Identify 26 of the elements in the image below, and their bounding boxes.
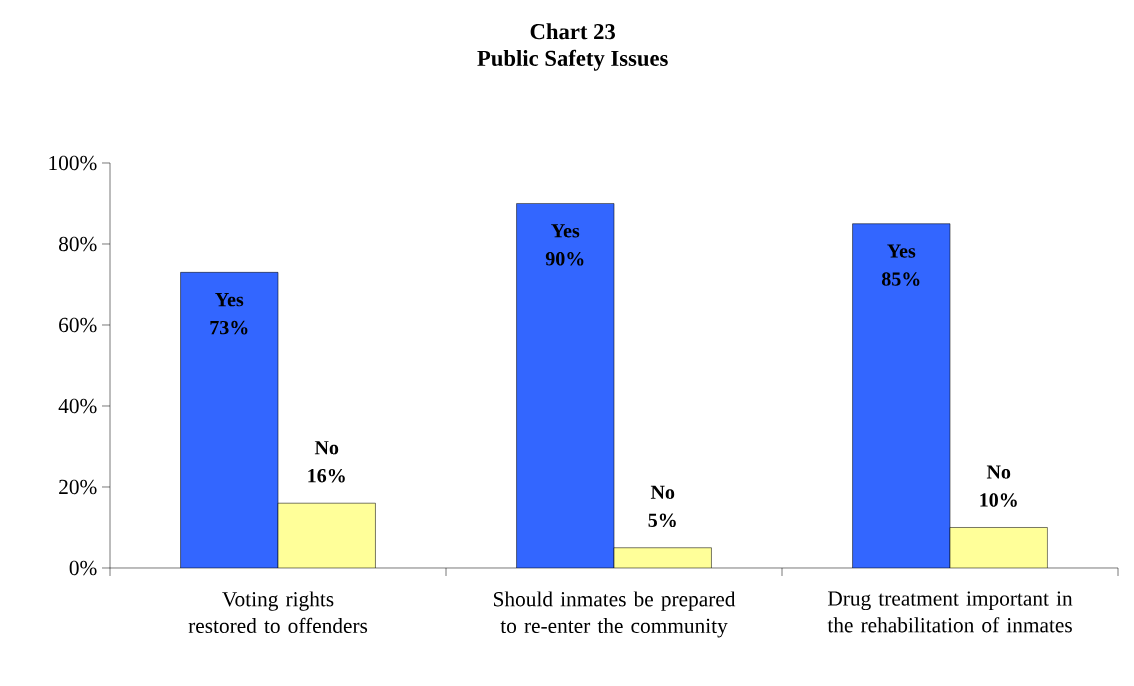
data-label: 90% (545, 252, 584, 266)
data-label: 85% (881, 272, 920, 286)
text: Yes (887, 244, 916, 258)
y-tick-label: 60% (59, 317, 97, 333)
x-tick-label: Voting rights restored to offenders (188, 591, 368, 634)
y-tick-label: 0% (69, 560, 97, 576)
data-label: 5% (648, 513, 676, 528)
chart-title: Chart 23 (530, 23, 615, 40)
y-tick-label: 40% (58, 398, 97, 414)
y-tick-label: 80% (59, 236, 97, 252)
y-tick-label: 100% (49, 155, 97, 171)
text: No (314, 441, 339, 455)
text: No (986, 465, 1011, 479)
series-label: Yes (215, 293, 244, 307)
x-tick-label: Drug treatment important in the rehabilitation of inmates (827, 591, 1073, 633)
y-tick-label: 20% (59, 479, 97, 495)
x-tick-label: Should inmates be prepared to re-enter the community (493, 591, 736, 638)
data-label: 73% (210, 320, 248, 335)
chart-subtitle: Public Safety Issues (477, 49, 668, 71)
data-label: 16% (308, 468, 345, 483)
bar (180, 272, 279, 568)
data-label: 10% (980, 493, 1017, 507)
text: Yes (551, 224, 580, 238)
bar (516, 203, 614, 568)
text: No (650, 485, 675, 499)
bar (852, 223, 951, 568)
